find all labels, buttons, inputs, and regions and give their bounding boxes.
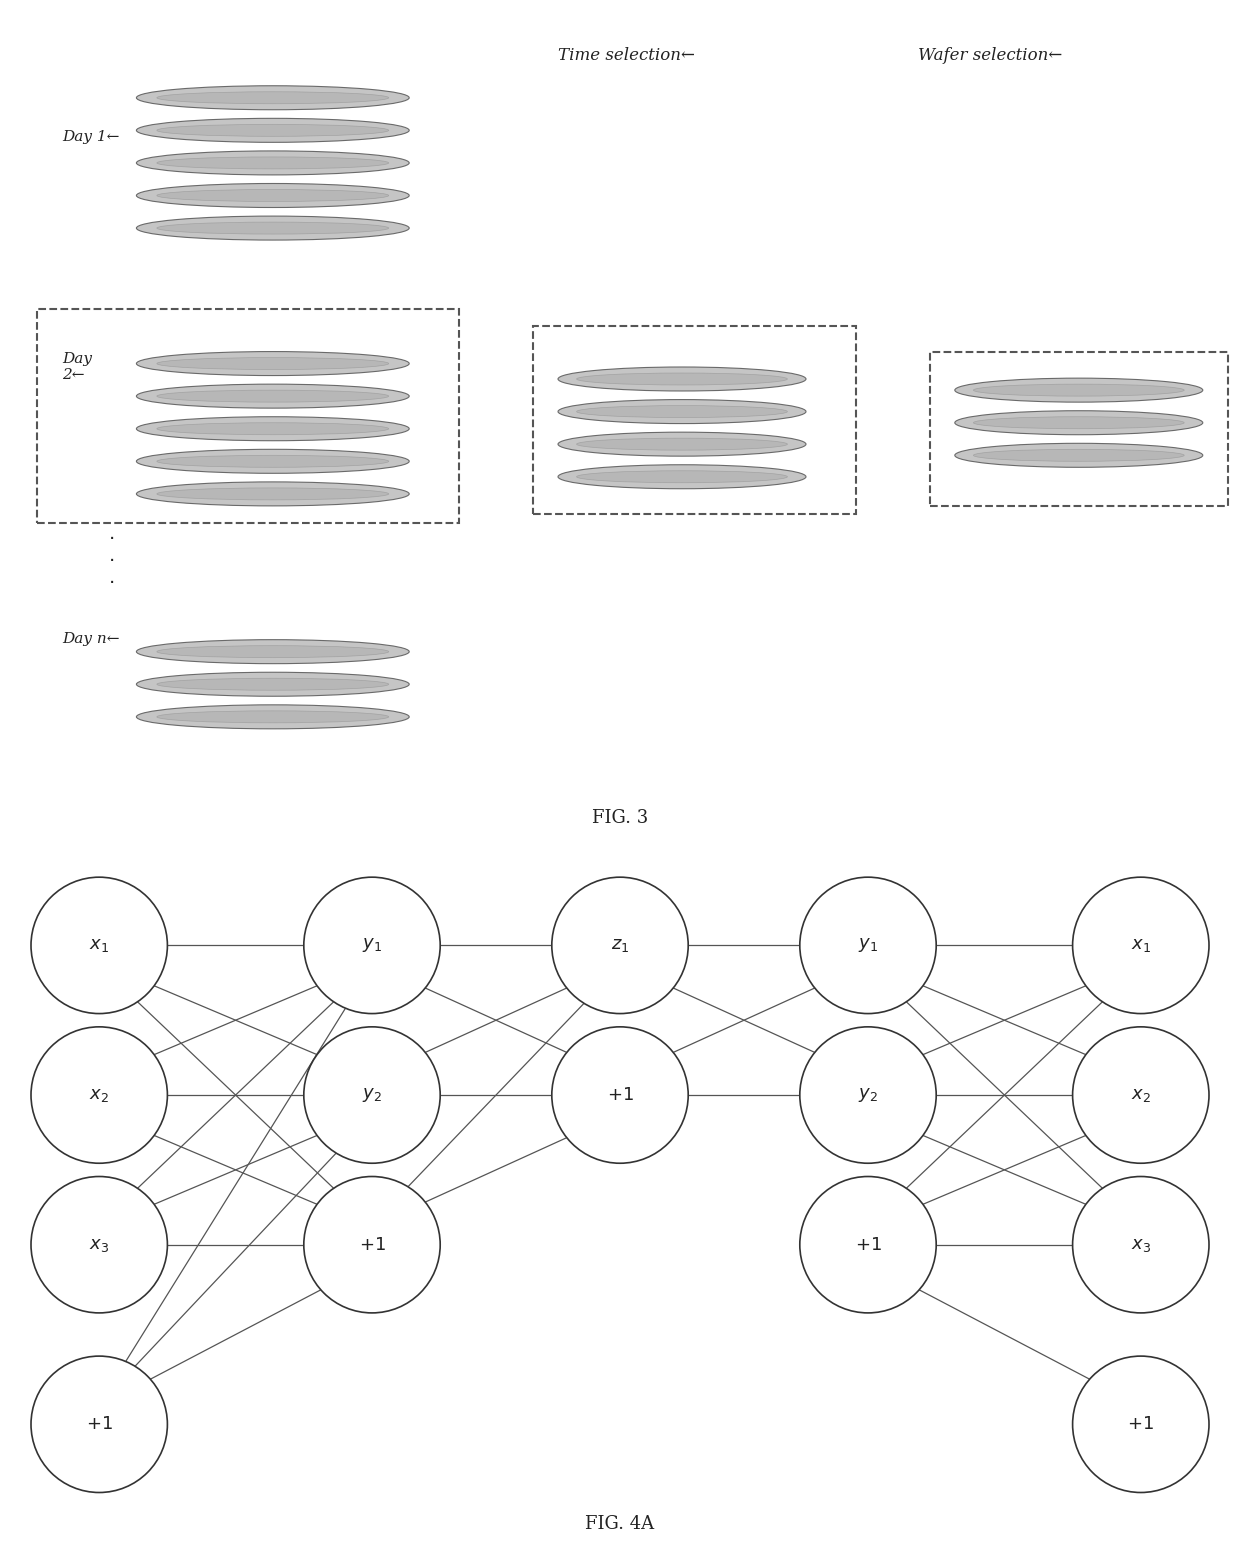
Ellipse shape [136, 705, 409, 730]
Ellipse shape [558, 366, 806, 391]
Text: $x_1$: $x_1$ [89, 937, 109, 954]
Ellipse shape [973, 384, 1184, 396]
Ellipse shape [136, 151, 409, 175]
Ellipse shape [156, 678, 389, 691]
Ellipse shape [304, 878, 440, 1013]
Ellipse shape [136, 217, 409, 240]
Text: $x_3$: $x_3$ [89, 1236, 109, 1253]
Text: $x_2$: $x_2$ [1131, 1087, 1151, 1104]
Text: $x_1$: $x_1$ [1131, 937, 1151, 954]
Text: $+1$: $+1$ [358, 1236, 386, 1253]
Ellipse shape [1073, 1177, 1209, 1313]
Ellipse shape [136, 482, 409, 507]
Text: FIG. 3: FIG. 3 [591, 809, 649, 828]
Ellipse shape [136, 384, 409, 408]
Ellipse shape [31, 1356, 167, 1492]
Ellipse shape [558, 399, 806, 424]
Ellipse shape [156, 422, 389, 435]
Ellipse shape [156, 645, 389, 658]
Text: $y_1$: $y_1$ [858, 937, 878, 954]
Ellipse shape [1073, 878, 1209, 1013]
Ellipse shape [558, 432, 806, 457]
Ellipse shape [156, 711, 389, 723]
Ellipse shape [973, 449, 1184, 461]
Ellipse shape [1073, 1027, 1209, 1163]
Ellipse shape [1073, 1356, 1209, 1492]
Text: Day 1←: Day 1← [62, 131, 119, 145]
Ellipse shape [800, 1027, 936, 1163]
Ellipse shape [156, 157, 389, 168]
Ellipse shape [156, 125, 389, 136]
Ellipse shape [136, 672, 409, 697]
Ellipse shape [156, 221, 389, 234]
Ellipse shape [136, 184, 409, 207]
Ellipse shape [31, 1177, 167, 1313]
Ellipse shape [156, 390, 389, 402]
Text: $y_2$: $y_2$ [858, 1087, 878, 1104]
Ellipse shape [156, 190, 389, 201]
Ellipse shape [136, 416, 409, 441]
Text: Wafer selection←: Wafer selection← [918, 47, 1061, 64]
Ellipse shape [304, 1177, 440, 1313]
Text: $y_2$: $y_2$ [362, 1087, 382, 1104]
Ellipse shape [800, 878, 936, 1013]
Ellipse shape [955, 410, 1203, 435]
Text: FIG. 4A: FIG. 4A [585, 1515, 655, 1532]
Text: $+1$: $+1$ [606, 1087, 634, 1104]
Ellipse shape [156, 92, 389, 104]
Ellipse shape [552, 1027, 688, 1163]
Text: $z_1$: $z_1$ [611, 937, 629, 954]
Ellipse shape [156, 488, 389, 500]
Ellipse shape [136, 352, 409, 376]
Text: Day
2←: Day 2← [62, 351, 92, 382]
Text: $+1$: $+1$ [1127, 1416, 1154, 1433]
Text: Day n←: Day n← [62, 631, 119, 645]
Ellipse shape [800, 1177, 936, 1313]
Text: $x_2$: $x_2$ [89, 1087, 109, 1104]
Text: ·
·
·: · · · [108, 530, 115, 592]
Ellipse shape [577, 438, 787, 451]
Ellipse shape [31, 878, 167, 1013]
Ellipse shape [136, 639, 409, 664]
Ellipse shape [577, 471, 787, 483]
Ellipse shape [136, 86, 409, 109]
Ellipse shape [955, 379, 1203, 402]
Text: $y_1$: $y_1$ [362, 937, 382, 954]
Text: Time selection←: Time selection← [558, 47, 694, 64]
Ellipse shape [136, 449, 409, 474]
Ellipse shape [156, 357, 389, 369]
Text: $+1$: $+1$ [854, 1236, 882, 1253]
Ellipse shape [577, 405, 787, 418]
Ellipse shape [973, 416, 1184, 429]
Text: $+1$: $+1$ [86, 1416, 113, 1433]
Ellipse shape [31, 1027, 167, 1163]
Ellipse shape [552, 878, 688, 1013]
Ellipse shape [577, 373, 787, 385]
Ellipse shape [136, 118, 409, 142]
Text: $x_3$: $x_3$ [1131, 1236, 1151, 1253]
Ellipse shape [156, 455, 389, 468]
Ellipse shape [304, 1027, 440, 1163]
Ellipse shape [558, 465, 806, 490]
Ellipse shape [955, 443, 1203, 468]
